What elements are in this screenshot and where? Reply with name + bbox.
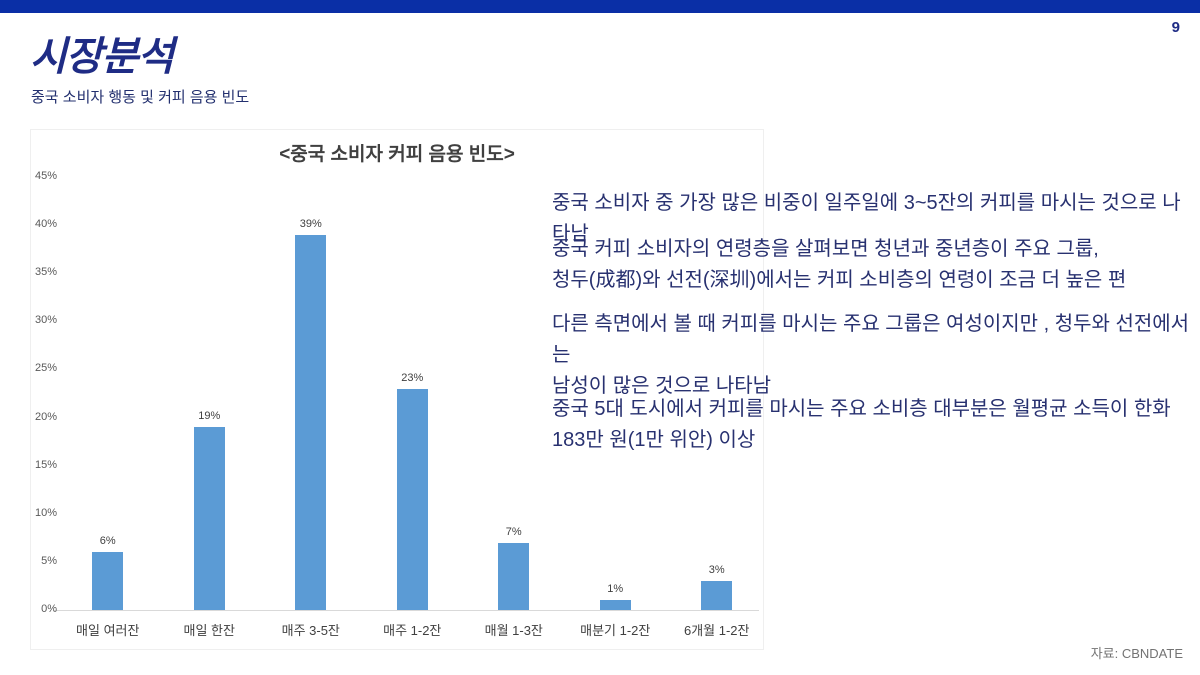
- bar-value-label: 23%: [401, 372, 424, 384]
- bar-value-label: 7%: [505, 526, 522, 538]
- bar-value-label: 39%: [299, 218, 322, 230]
- y-axis-tick-label: 45%: [34, 170, 57, 182]
- y-axis-tick-label: 20%: [34, 410, 57, 423]
- bar-value-label: 3%: [708, 564, 725, 576]
- y-axis-tick-label: 0%: [41, 603, 57, 615]
- bar: [396, 389, 428, 610]
- top-accent-bar: [0, 0, 1200, 13]
- y-axis-tick-label: 40%: [34, 218, 57, 231]
- x-axis-category-label: 매일 한잔: [183, 623, 235, 638]
- source-credit: 자료: CBNDATE: [1090, 646, 1183, 661]
- bullet-paragraph: 중국 소비자 중 가장 많은 비중이 일주일에 3~5잔의 커피를 마시는 것으…: [552, 192, 1181, 245]
- y-axis-tick-label: 35%: [34, 266, 57, 279]
- bar-chart: <중국 소비자 커피 음용 빈도> 0% 5% 10% 15% 20% 25% 30% 35%…: [30, 129, 764, 650]
- bar: [193, 427, 225, 610]
- y-axis-tick-label: 5%: [41, 554, 57, 567]
- bullet-paragraph: 다른 측면에서 볼 때 커피를 마시는 주요 그룹은 여성이지만 , 청두와 선…: [552, 313, 1190, 397]
- bar-value-label: 1%: [607, 583, 624, 595]
- y-axis-tick-label: 15%: [34, 458, 57, 471]
- x-axis-category-label: 매주 3-5잔: [281, 623, 340, 638]
- chart-x-axis-line: [53, 610, 759, 611]
- bar: [295, 235, 327, 610]
- slide-title: 시장분석: [30, 35, 174, 79]
- x-axis-category-label: 매월 1-3잔: [484, 623, 543, 638]
- y-axis-tick-label: 30%: [34, 314, 57, 327]
- bar: [498, 543, 530, 610]
- bullet-paragraph: 중국 커피 소비자의 연령층을 살펴보면 청년과 중년층이 주요 그룹, 청두(…: [552, 238, 1127, 291]
- bar-value-label: 6%: [99, 535, 116, 547]
- x-axis-category-label: 6개월 1-2잔: [683, 623, 750, 638]
- x-axis-category-label: 매분기 1-2잔: [580, 623, 651, 638]
- bar: [599, 600, 631, 610]
- x-axis-category-label: 매주 1-2잔: [383, 623, 442, 638]
- bullet-paragraph: 중국 5대 도시에서 커피를 마시는 주요 소비층 대부분은 월평균 소득이 한…: [552, 398, 1171, 451]
- chart-title: <중국 소비자 커피 음용 빈도>: [279, 144, 515, 165]
- x-axis-category-label: 매일 여러잔: [76, 623, 140, 638]
- slide-subtitle: 중국 소비자 행동 및 커피 음용 빈도: [31, 89, 250, 106]
- y-axis-tick-label: 10%: [34, 506, 57, 519]
- bar-value-label: 19%: [198, 410, 221, 422]
- page-number: 9: [1171, 19, 1180, 36]
- bar: [701, 581, 733, 610]
- bar: [92, 552, 124, 610]
- y-axis-tick-label: 25%: [34, 362, 57, 375]
